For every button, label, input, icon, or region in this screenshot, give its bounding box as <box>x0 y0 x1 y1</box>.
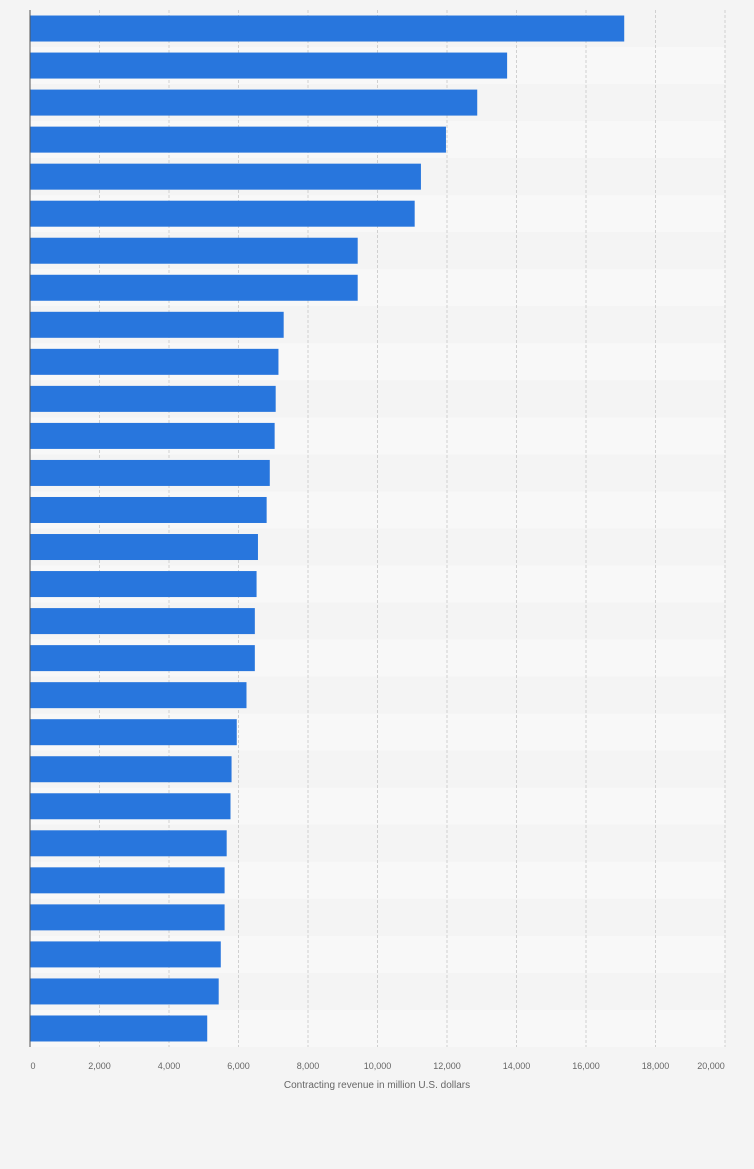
bar[interactable] <box>30 15 625 42</box>
bars <box>30 15 625 1042</box>
bar[interactable] <box>30 274 358 301</box>
x-tick-label: 20,000 <box>697 1061 725 1071</box>
x-tick-label: 14,000 <box>503 1061 531 1071</box>
bar[interactable] <box>30 756 232 783</box>
bar[interactable] <box>30 348 279 375</box>
bar[interactable] <box>30 89 478 116</box>
bar[interactable] <box>30 534 258 561</box>
x-tick-label: 16,000 <box>572 1061 600 1071</box>
bar[interactable] <box>30 126 446 153</box>
x-tick-label: 12,000 <box>433 1061 461 1071</box>
bar[interactable] <box>30 311 284 338</box>
bar[interactable] <box>30 719 237 746</box>
x-axis-title: Contracting revenue in million U.S. doll… <box>284 1080 470 1091</box>
bar[interactable] <box>30 52 508 79</box>
bar[interactable] <box>30 645 255 672</box>
bar[interactable] <box>30 978 219 1005</box>
x-tick-label: 6,000 <box>227 1061 250 1071</box>
bar[interactable] <box>30 904 225 931</box>
bar[interactable] <box>30 608 255 635</box>
bar[interactable] <box>30 459 270 486</box>
bar[interactable] <box>30 163 421 190</box>
bar[interactable] <box>30 422 275 449</box>
bar[interactable] <box>30 830 227 857</box>
x-tick-label: 4,000 <box>158 1061 181 1071</box>
bar[interactable] <box>30 496 267 523</box>
bar[interactable] <box>30 237 358 264</box>
x-tick-label: 0 <box>30 1061 35 1071</box>
x-tick-labels: 0 2,000 4,000 6,000 8,000 10,000 12,000 14,000 1… <box>30 1061 724 1071</box>
x-tick-label: 18,000 <box>642 1061 670 1071</box>
bar[interactable] <box>30 385 276 412</box>
x-tick-label: 10,000 <box>364 1061 392 1071</box>
bar[interactable] <box>30 793 231 820</box>
bar[interactable] <box>30 1015 208 1042</box>
bar[interactable] <box>30 200 415 227</box>
x-tick-label: 8,000 <box>297 1061 320 1071</box>
bar[interactable] <box>30 941 221 968</box>
x-tick-label: 2,000 <box>88 1061 111 1071</box>
bar[interactable] <box>30 682 247 709</box>
bar[interactable] <box>30 571 257 598</box>
bar[interactable] <box>30 867 225 894</box>
